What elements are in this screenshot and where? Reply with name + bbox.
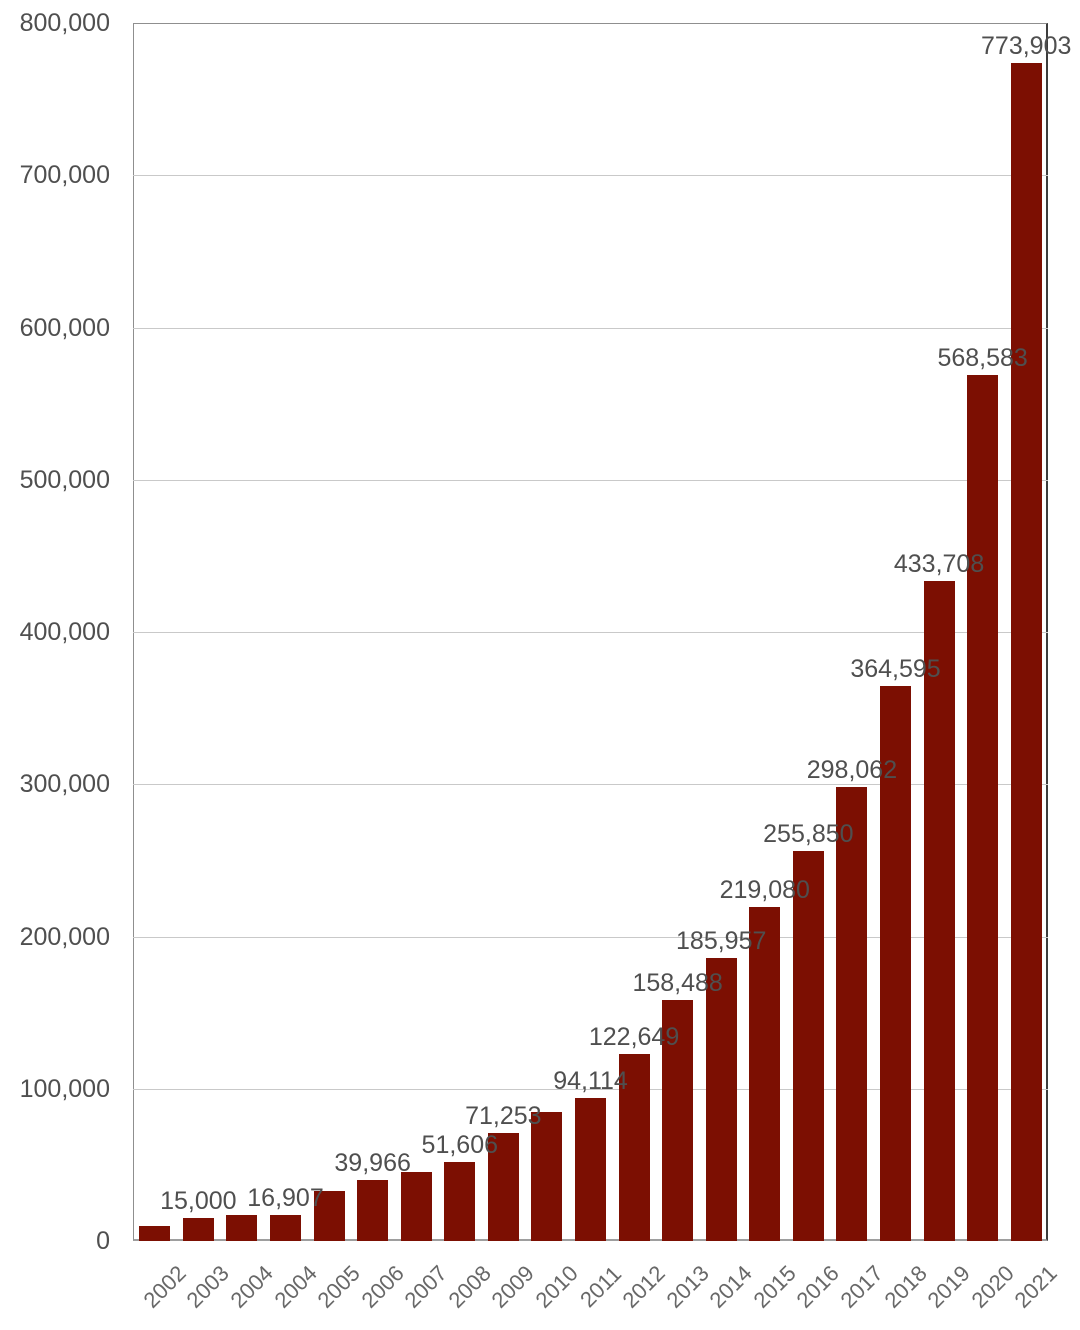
bar-value-label: 185,957	[676, 926, 767, 955]
bar-value-label: 16,907	[247, 1184, 324, 1213]
bar-value-label: 51,606	[421, 1131, 499, 1160]
bar-2014-13	[705, 957, 737, 1241]
x-axis-tick-label: 2004	[225, 1260, 278, 1313]
x-axis-tick-label: 2016	[791, 1260, 845, 1313]
bar-value-label: 773,903	[981, 31, 1072, 60]
bar-2004-2	[226, 1215, 258, 1241]
gridline	[133, 936, 1048, 938]
bar-value-label: 433,708	[893, 549, 985, 578]
bar-2019-18	[923, 580, 955, 1241]
bar-2004-3	[270, 1215, 301, 1241]
bar-2010-9	[531, 1111, 563, 1241]
x-axis-tick-label: 2005	[312, 1260, 365, 1313]
x-axis-tick-label: 2009	[486, 1260, 540, 1313]
y-axis-tick-label: 300,000	[19, 770, 110, 799]
gridline	[133, 632, 1048, 633]
x-axis-tick-label: 2007	[399, 1260, 452, 1313]
bar-2018-17	[880, 685, 911, 1241]
bar-2003-1	[182, 1218, 214, 1241]
bar-value-label: 71,253	[465, 1101, 542, 1130]
bar-2005-4	[313, 1190, 345, 1241]
bar-value-label: 255,850	[763, 820, 854, 849]
bar-value-label: 39,966	[334, 1149, 411, 1178]
y-axis-tick-label: 800,000	[19, 9, 110, 37]
x-axis-tick-label: 2019	[922, 1260, 975, 1313]
y-axis-tick-label: 600,000	[19, 313, 110, 342]
bar-2015-14	[749, 907, 781, 1241]
x-axis-tick-label: 2010	[530, 1260, 583, 1313]
x-axis-tick-label: 2008	[443, 1260, 496, 1313]
bar-2008-7	[444, 1162, 476, 1241]
y-axis-tick-label: 0	[96, 1227, 110, 1255]
bar-value-label: 122,649	[588, 1023, 680, 1052]
x-axis-tick-label: 2006	[356, 1260, 409, 1313]
bar-value-label: 298,062	[806, 756, 898, 785]
bar-2016-15	[792, 851, 824, 1241]
x-axis-tick-label: 2018	[879, 1260, 932, 1313]
bar-2009-8	[487, 1132, 519, 1241]
x-axis-tick-label: 2015	[748, 1260, 801, 1313]
bar-value-label: 568,583	[937, 344, 1028, 373]
bar-2007-6	[400, 1172, 432, 1241]
bar-value-label: 15,000	[160, 1187, 237, 1216]
bar-2013-12	[662, 999, 694, 1241]
y-axis-tick-label: 500,000	[19, 465, 110, 494]
x-axis-tick-label: 2002	[138, 1260, 191, 1313]
x-axis-tick-label: 2003	[181, 1260, 235, 1313]
gridline	[133, 1088, 1048, 1090]
bar-value-label: 94,114	[553, 1066, 628, 1095]
bar-2006-5	[357, 1180, 389, 1241]
x-axis-tick-label: 2021	[1009, 1260, 1062, 1313]
x-axis-tick-label: 2014	[704, 1260, 757, 1313]
bar-2021-20	[1010, 62, 1042, 1241]
y-axis-tick-label: 700,000	[19, 161, 110, 190]
bar-2020-19	[967, 375, 999, 1241]
gridline	[133, 479, 1048, 481]
gridline	[133, 327, 1048, 329]
bar-value-label: 219,080	[719, 876, 810, 905]
x-axis-tick-label: 2013	[661, 1260, 714, 1313]
y-axis-tick-label: 200,000	[19, 922, 110, 951]
x-axis-tick-label: 2012	[617, 1260, 670, 1313]
x-axis-tick-label: 2020	[966, 1260, 1019, 1313]
bar-value-label: 364,595	[850, 654, 941, 683]
y-axis-tick-label: 100,000	[19, 1074, 110, 1103]
bar-2011-10	[575, 1097, 606, 1241]
x-axis-tick-label: 2017	[835, 1260, 888, 1313]
bar-2017-16	[836, 787, 868, 1241]
x-axis-tick-label: 2011	[574, 1261, 626, 1313]
gridline	[133, 784, 1048, 786]
bar-value-label: 158,488	[632, 968, 723, 997]
gridline	[133, 175, 1048, 177]
bar-2002-0	[139, 1225, 171, 1241]
y-axis-tick-label: 400,000	[19, 618, 110, 646]
x-axis-tick-label: 2004	[269, 1260, 322, 1313]
bar-2012-11	[618, 1054, 650, 1241]
